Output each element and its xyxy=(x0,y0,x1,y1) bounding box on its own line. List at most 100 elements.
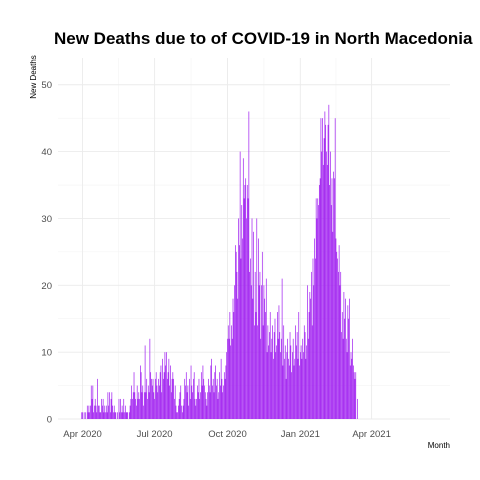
bar xyxy=(341,312,343,419)
bar xyxy=(349,298,350,419)
bar xyxy=(250,258,251,419)
bar xyxy=(155,372,157,419)
bar xyxy=(129,405,131,419)
bar xyxy=(311,271,312,419)
bar xyxy=(335,238,337,419)
bar xyxy=(81,412,83,419)
bar xyxy=(140,365,141,419)
bar xyxy=(350,352,352,419)
bar xyxy=(314,238,315,419)
bar xyxy=(131,385,132,419)
bar xyxy=(240,258,242,419)
bar xyxy=(182,405,184,419)
bar xyxy=(348,318,349,419)
bar xyxy=(333,171,334,419)
bar xyxy=(296,332,298,419)
bar xyxy=(181,412,183,419)
bar xyxy=(207,392,209,419)
bar xyxy=(238,218,239,419)
bar xyxy=(94,405,95,419)
bar xyxy=(105,405,107,419)
bar xyxy=(109,412,111,419)
bar xyxy=(354,378,356,419)
bar xyxy=(83,412,85,419)
y-tick-labels: 0 10 20 30 40 50 xyxy=(41,80,52,425)
bar xyxy=(197,392,199,419)
bar xyxy=(343,291,345,419)
bar xyxy=(212,378,214,419)
bar xyxy=(114,412,116,419)
bar xyxy=(188,405,190,419)
y-tick-label: 50 xyxy=(41,80,52,91)
bar xyxy=(147,398,148,419)
bar xyxy=(175,405,177,419)
bar xyxy=(325,124,327,419)
bar xyxy=(261,251,263,419)
bar xyxy=(338,245,340,419)
bar xyxy=(163,372,165,419)
bar xyxy=(200,392,201,419)
bar xyxy=(208,385,210,419)
bar xyxy=(171,378,173,419)
bar xyxy=(192,392,193,419)
bar xyxy=(181,405,182,419)
bar xyxy=(322,164,324,419)
bar xyxy=(162,378,164,419)
y-tick-label: 40 xyxy=(41,147,52,158)
bar xyxy=(213,392,215,419)
bar xyxy=(259,271,261,419)
bar xyxy=(243,198,245,419)
bar xyxy=(251,218,253,419)
bar xyxy=(153,392,155,419)
bar xyxy=(347,305,349,419)
bar xyxy=(96,412,98,419)
bar xyxy=(174,398,175,419)
bar xyxy=(169,385,171,419)
x-tick-label: Jan 2021 xyxy=(281,429,320,440)
bar xyxy=(285,378,287,419)
bar xyxy=(132,392,134,419)
bar xyxy=(306,345,308,419)
bar xyxy=(215,365,216,419)
bar xyxy=(267,325,269,419)
bar xyxy=(90,405,91,419)
bar xyxy=(288,358,289,419)
bar xyxy=(162,358,163,419)
bar xyxy=(178,398,180,419)
major-gridlines xyxy=(58,58,450,420)
bar xyxy=(305,358,307,419)
bar xyxy=(126,412,128,419)
bar xyxy=(98,405,99,419)
minor-gridlines xyxy=(58,58,450,419)
bar xyxy=(184,378,186,419)
bar xyxy=(234,285,235,419)
bar xyxy=(304,332,306,419)
bar xyxy=(151,385,153,419)
bar xyxy=(199,398,201,419)
bar xyxy=(149,338,151,419)
bar xyxy=(261,285,262,419)
bar xyxy=(158,378,159,419)
bar xyxy=(230,345,231,419)
bar xyxy=(102,398,104,419)
bar xyxy=(292,352,293,419)
bar xyxy=(326,151,327,419)
bar xyxy=(244,185,246,419)
bar xyxy=(168,358,170,419)
bar xyxy=(330,151,331,419)
bar xyxy=(91,398,93,419)
bar xyxy=(290,345,292,419)
bar xyxy=(191,385,193,419)
bar xyxy=(229,312,231,419)
bar xyxy=(329,185,330,419)
bar xyxy=(330,205,332,419)
bar xyxy=(195,405,197,419)
bar xyxy=(246,185,248,419)
bar xyxy=(136,405,137,419)
bar xyxy=(265,312,266,419)
bar xyxy=(269,332,270,419)
bar xyxy=(255,312,257,419)
bar xyxy=(342,338,344,419)
bar xyxy=(297,358,299,419)
